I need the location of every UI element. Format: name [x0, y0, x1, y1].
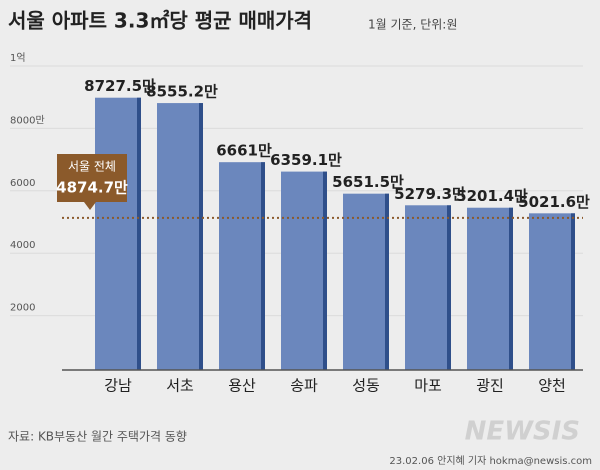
x-tick-label: 양천 — [538, 377, 566, 395]
bar-shade — [385, 193, 389, 370]
watermark: NEWSIS — [465, 417, 580, 447]
bar — [95, 97, 141, 371]
x-tick-label: 서초 — [166, 377, 194, 395]
value-label: 6359.1만 — [270, 151, 342, 169]
bar — [467, 207, 513, 370]
bar — [281, 171, 327, 370]
bar-shade — [137, 97, 141, 371]
x-tick-label: 마포 — [414, 377, 442, 395]
value-label: 8555.2만 — [146, 83, 218, 101]
y-tick-label: 8000만 — [10, 114, 45, 126]
bar — [219, 162, 265, 370]
bar — [157, 103, 203, 370]
callout-label: 서울 전체 — [68, 160, 116, 174]
bar-shade — [509, 207, 513, 370]
value-label: 6661만 — [216, 142, 272, 160]
bar-shade — [447, 205, 451, 370]
bar — [343, 193, 389, 370]
x-tick-label: 용산 — [228, 377, 256, 395]
y-tick-label: 1억 — [10, 52, 26, 64]
value-label: 8727.5만 — [84, 77, 156, 95]
value-label: 5021.6만 — [518, 193, 590, 211]
source: 자료: KB부동산 월간 주택가격 동향 — [8, 430, 187, 444]
bar-shade — [323, 171, 327, 370]
value-label: 5201.4만 — [456, 187, 528, 205]
credit: 23.02.06 안지혜 기자 hokma@newsis.com — [389, 455, 592, 467]
bar-shade — [199, 103, 203, 370]
value-label: 5279.3만 — [394, 185, 466, 203]
chart-subtitle: 1월 기준, 단위:원 — [368, 18, 457, 32]
callout-box — [57, 154, 127, 210]
value-label: 5651.5만 — [332, 173, 404, 191]
y-tick-label: 6000 — [10, 178, 35, 189]
chart-title: 서울 아파트 3.3㎡당 평균 매매가격 — [8, 9, 312, 33]
x-tick-label: 성동 — [352, 377, 380, 395]
bar — [405, 205, 451, 370]
x-tick-label: 송파 — [290, 377, 318, 395]
bar-shade — [261, 162, 265, 370]
callout-value: 4874.7만 — [56, 179, 128, 197]
bar — [529, 213, 575, 370]
bar-shade — [571, 213, 575, 370]
y-tick-label: 4000 — [10, 240, 35, 251]
x-tick-label: 강남 — [104, 377, 132, 395]
y-tick-label: 2000 — [10, 303, 35, 314]
x-tick-label: 광진 — [476, 377, 504, 395]
